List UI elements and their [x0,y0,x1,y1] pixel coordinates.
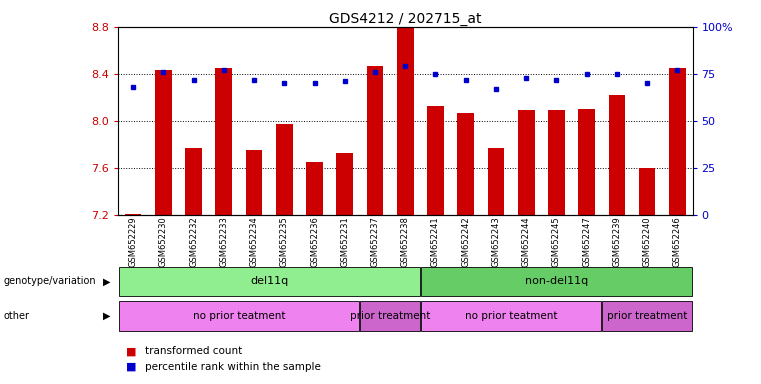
Bar [603,301,692,331]
Text: del11q: del11q [250,276,288,286]
Bar [397,23,413,215]
Bar [367,66,384,215]
Bar [125,214,142,215]
Bar [609,95,626,215]
Title: GDS4212 / 202715_at: GDS4212 / 202715_at [329,12,482,26]
Bar [421,301,601,331]
Bar [518,110,534,215]
Text: ■: ■ [126,362,136,372]
Text: prior treatment: prior treatment [607,311,687,321]
Text: genotype/variation: genotype/variation [4,276,97,286]
Bar [246,151,263,215]
Text: other: other [4,311,30,321]
Bar [427,106,444,215]
Bar [361,301,420,331]
Text: percentile rank within the sample: percentile rank within the sample [145,362,320,372]
Bar [638,168,655,215]
Bar [336,153,353,215]
Text: ▶: ▶ [103,276,110,286]
Bar [457,113,474,215]
Bar [119,301,359,331]
Bar [155,70,172,215]
Bar [215,68,232,215]
Text: prior treatment: prior treatment [350,311,430,321]
Bar [119,266,420,296]
Text: transformed count: transformed count [145,346,242,356]
Bar [421,266,692,296]
Text: no prior teatment: no prior teatment [193,311,285,321]
Bar [306,162,323,215]
Bar [488,148,505,215]
Bar [548,110,565,215]
Text: no prior teatment: no prior teatment [465,311,557,321]
Bar [276,124,292,215]
Bar [185,148,202,215]
Bar [669,68,686,215]
Bar [578,109,595,215]
Text: non-del11q: non-del11q [525,276,588,286]
Text: ■: ■ [126,346,136,356]
Text: ▶: ▶ [103,311,110,321]
